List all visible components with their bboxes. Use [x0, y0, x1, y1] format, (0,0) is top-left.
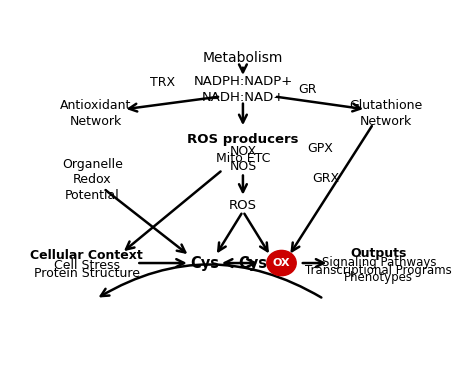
Text: Organelle
Redox
Potential: Organelle Redox Potential: [62, 158, 123, 202]
Text: ROS producers: ROS producers: [187, 133, 299, 146]
Text: Cys: Cys: [190, 256, 219, 270]
Text: Metabolism: Metabolism: [203, 51, 283, 65]
Text: Transcriptional Programs: Transcriptional Programs: [305, 264, 452, 277]
Text: Mito ETC: Mito ETC: [216, 152, 270, 165]
Text: TRX: TRX: [149, 76, 175, 89]
Text: NADPH:NADP+
NADH:NAD+: NADPH:NADP+ NADH:NAD+: [193, 75, 292, 104]
Text: ROS: ROS: [229, 199, 257, 212]
Text: OX: OX: [273, 258, 290, 268]
Text: Signaling Pathways: Signaling Pathways: [321, 256, 436, 269]
Ellipse shape: [267, 250, 296, 276]
Text: GRX: GRX: [312, 172, 339, 185]
Text: Antioxidant
Network: Antioxidant Network: [60, 100, 132, 128]
Text: Protein Structure: Protein Structure: [34, 267, 140, 280]
Text: GR: GR: [298, 83, 317, 96]
Text: Cys: Cys: [238, 256, 267, 270]
Text: Glutathione
Network: Glutathione Network: [349, 100, 423, 128]
Text: Cell Stress: Cell Stress: [54, 259, 120, 272]
Text: Phenotypes: Phenotypes: [344, 272, 413, 285]
Text: GPX: GPX: [307, 142, 333, 155]
Text: Cellular Context: Cellular Context: [30, 250, 143, 262]
Text: Outputs: Outputs: [351, 247, 407, 260]
Text: NOX: NOX: [229, 144, 256, 157]
Text: NOS: NOS: [229, 160, 256, 173]
